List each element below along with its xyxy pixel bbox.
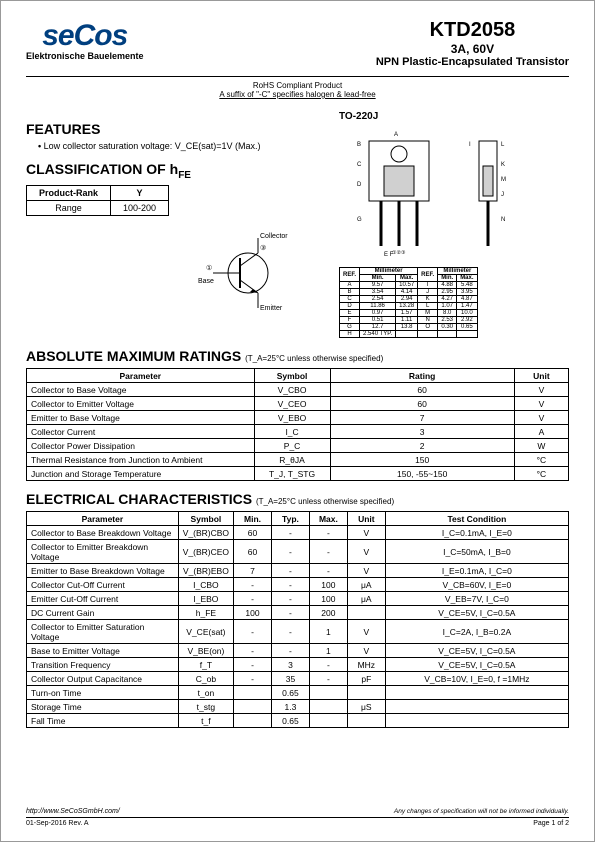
transistor-symbol-area: Collector Base Emitter ① ③ xyxy=(146,228,339,320)
classification-table: Product-Rank Y Range 100-200 xyxy=(26,185,169,216)
dimension-table: REF. Millimeter REF. Millimeter Min. Max… xyxy=(339,267,478,338)
upper-left: FEATURES Low collector saturation voltag… xyxy=(26,111,339,338)
svg-text:N: N xyxy=(501,217,505,223)
abs-max-title: ABSOLUTE MAXIMUM RATINGS (T_A=25°C unles… xyxy=(26,348,569,364)
elec-char-title: ELECTRICAL CHARACTERISTICS (T_A=25°C unl… xyxy=(26,491,569,507)
features-title: FEATURES xyxy=(26,121,339,137)
svg-text:③: ③ xyxy=(260,244,266,252)
svg-text:①: ① xyxy=(206,264,212,272)
rating-line: 3A, 60V xyxy=(376,42,569,56)
abs-max-table: Parameter Symbol Rating Unit Collector t… xyxy=(26,368,569,481)
svg-text:K: K xyxy=(501,162,505,168)
svg-text:A: A xyxy=(394,132,398,138)
class-cell: Range xyxy=(27,200,111,215)
description: NPN Plastic-Encapsulated Transistor xyxy=(376,56,569,68)
svg-text:M: M xyxy=(501,177,506,183)
elec-char-table: Parameter Symbol Min. Typ. Max. Unit Tes… xyxy=(26,511,569,728)
package-drawing-icon: B C D G A E F I L K M J N ①②③ xyxy=(339,126,559,261)
page: seCos Elektronische Bauelemente KTD2058 … xyxy=(0,0,595,842)
svg-text:Base: Base xyxy=(198,278,214,285)
transistor-symbol-icon: Collector Base Emitter ① ③ xyxy=(198,228,288,318)
part-number: KTD2058 xyxy=(376,19,569,42)
upper-right: TO-220J B C D G A E F I L K M xyxy=(339,111,569,338)
class-cell: 100-200 xyxy=(111,200,169,215)
logo-block: seCos Elektronische Bauelemente xyxy=(26,19,144,68)
svg-text:I: I xyxy=(469,142,471,148)
logo-subtitle: Elektronische Bauelemente xyxy=(26,51,144,61)
feature-item: Low collector saturation voltage: V_CE(s… xyxy=(38,141,339,151)
svg-text:D: D xyxy=(357,182,362,188)
class-col-0: Product-Rank xyxy=(27,185,111,200)
class-col-1: Y xyxy=(111,185,169,200)
footer-page: Page 1 of 2 xyxy=(533,820,569,827)
compliance-line2: A suffix of "-C" specifies halogen & lea… xyxy=(26,90,569,99)
title-block: KTD2058 3A, 60V NPN Plastic-Encapsulated… xyxy=(376,19,569,68)
footer-date: 01-Sep-2016 Rev. A xyxy=(26,820,89,827)
svg-text:C: C xyxy=(357,162,362,168)
compliance-line1: RoHS Compliant Product xyxy=(26,81,569,90)
upper-section: FEATURES Low collector saturation voltag… xyxy=(26,111,569,338)
classification-title: CLASSIFICATION OF hFE xyxy=(26,161,339,181)
svg-text:①②③: ①②③ xyxy=(392,250,406,256)
svg-text:J: J xyxy=(501,192,504,198)
footer-url: http://www.SeCoSGmbH.com/ xyxy=(26,808,120,815)
svg-text:B: B xyxy=(357,142,361,148)
footer-disclaimer: Any changes of specification will not be… xyxy=(394,808,569,815)
svg-text:Collector: Collector xyxy=(260,233,288,240)
features-block: FEATURES Low collector saturation voltag… xyxy=(26,121,339,151)
logo-text: seCos xyxy=(42,19,127,53)
package-label: TO-220J xyxy=(339,111,569,122)
compliance-block: RoHS Compliant Product A suffix of "-C" … xyxy=(26,81,569,99)
header: seCos Elektronische Bauelemente KTD2058 … xyxy=(26,19,569,77)
svg-text:L: L xyxy=(501,142,505,148)
svg-text:Emitter: Emitter xyxy=(260,305,283,312)
footer: 01-Sep-2016 Rev. A Page 1 of 2 xyxy=(26,817,569,827)
svg-text:G: G xyxy=(357,217,362,223)
